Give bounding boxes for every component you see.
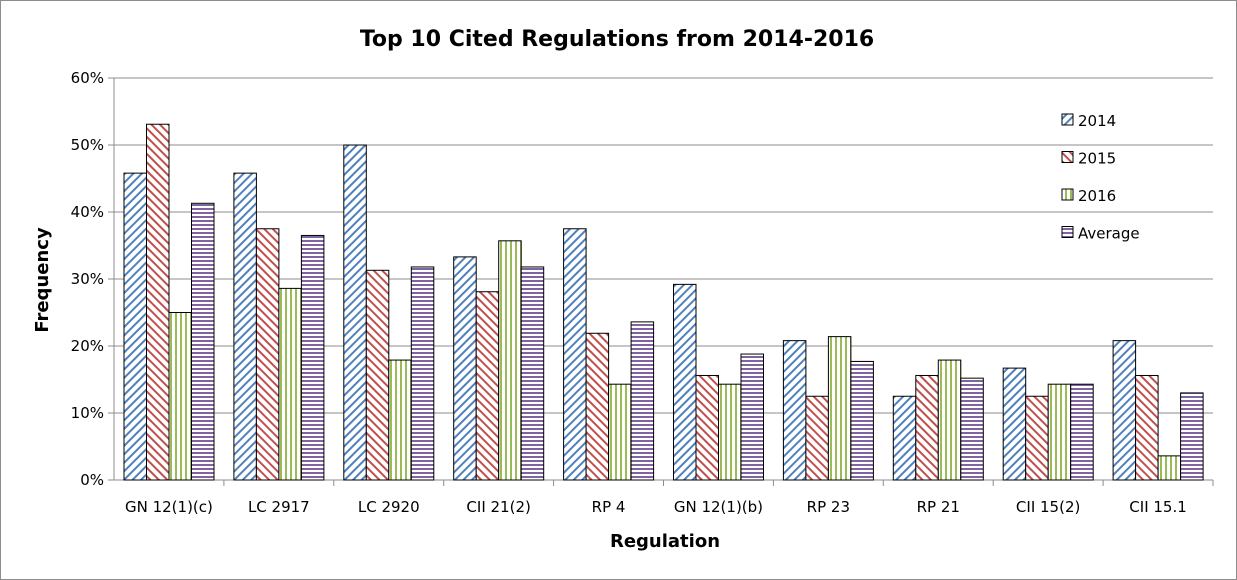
legend-swatch-average [1061,226,1074,238]
bar-2014 [453,256,477,481]
bar-2016 [388,359,412,481]
legend-swatch-2016 [1061,188,1074,201]
x-axis-ticks: GN 12(1)(c) LC 2917 LC 2920 CII 21(2) RP 4 GN… [125,498,1187,516]
legend-swatch-2015 [1061,151,1074,163]
bar-2015 [1135,374,1159,481]
bar-average [410,266,435,481]
x-tick-label: GN 12(1)(c) [125,498,213,516]
bar-average [850,360,874,481]
bar-2016 [498,240,522,481]
bar-2015 [585,332,610,481]
bar-average [300,234,325,481]
bar-2014 [123,172,147,481]
bar-2014 [673,283,697,481]
x-tick-label: LC 2920 [358,498,420,516]
bar-2015 [255,228,280,481]
bar-average [520,266,545,481]
bar-2016 [718,383,742,481]
bar-2015 [805,395,829,481]
bar-2014 [233,172,257,481]
bar-2016 [827,336,852,481]
bar-2015 [365,269,390,481]
legend-label: 2014 [1078,112,1116,130]
y-tick-label: 40% [71,203,104,221]
y-axis-ticks: 0% 10% 20% 30% 40% 50% 60% [71,69,104,489]
bar-2016 [608,383,632,481]
y-tick-label: 20% [71,337,104,355]
bar-2015 [1025,395,1049,481]
x-tick-label: RP 23 [807,498,850,516]
bar-2015 [475,291,500,481]
y-tick-label: 50% [71,136,104,154]
bar-2014 [782,340,807,481]
x-tick-label: GN 12(1)(b) [674,498,763,516]
legend-label: 2015 [1078,150,1116,168]
bars [123,123,1204,481]
bar-average [740,353,764,481]
x-tick-label: CII 15.1 [1129,498,1187,516]
y-tick-label: 0% [80,471,104,489]
y-tick-label: 10% [71,404,104,422]
x-tick-label: RP 21 [917,498,960,516]
bar-average [1180,392,1204,481]
x-tick-label: CII 15(2) [1016,498,1080,516]
bar-2014 [1002,367,1027,481]
legend-swatch-2014 [1061,113,1074,126]
legend: 2014 2015 2016 Average [1061,112,1140,243]
bar-2015 [146,123,170,481]
bar-average [960,377,984,481]
x-tick-label: LC 2917 [248,498,310,516]
chart-title: Top 10 Cited Regulations from 2014-2016 [360,27,874,52]
legend-label: 2016 [1078,187,1116,205]
y-tick-label: 30% [71,270,104,288]
x-tick-label: RP 4 [592,498,626,516]
y-axis-title: Frequency [32,227,53,333]
legend-label: Average [1078,225,1140,243]
bar-2014 [892,395,917,481]
bar-2016 [278,287,302,481]
bar-average [1070,383,1094,481]
bar-average [630,321,655,481]
x-tick-label: CII 21(2) [466,498,530,516]
bar-2014 [343,144,367,481]
bar-2016 [1157,455,1182,481]
bar-2016 [937,359,962,481]
bar-2016 [1047,383,1072,481]
bar-average [191,202,215,481]
x-axis-title: Regulation [610,531,720,552]
bar-2015 [915,374,939,481]
bar-2014 [563,228,587,481]
bar-2014 [1112,340,1137,481]
bar-2016 [168,312,192,481]
y-tick-label: 60% [71,69,104,87]
bar-2015 [695,374,719,481]
